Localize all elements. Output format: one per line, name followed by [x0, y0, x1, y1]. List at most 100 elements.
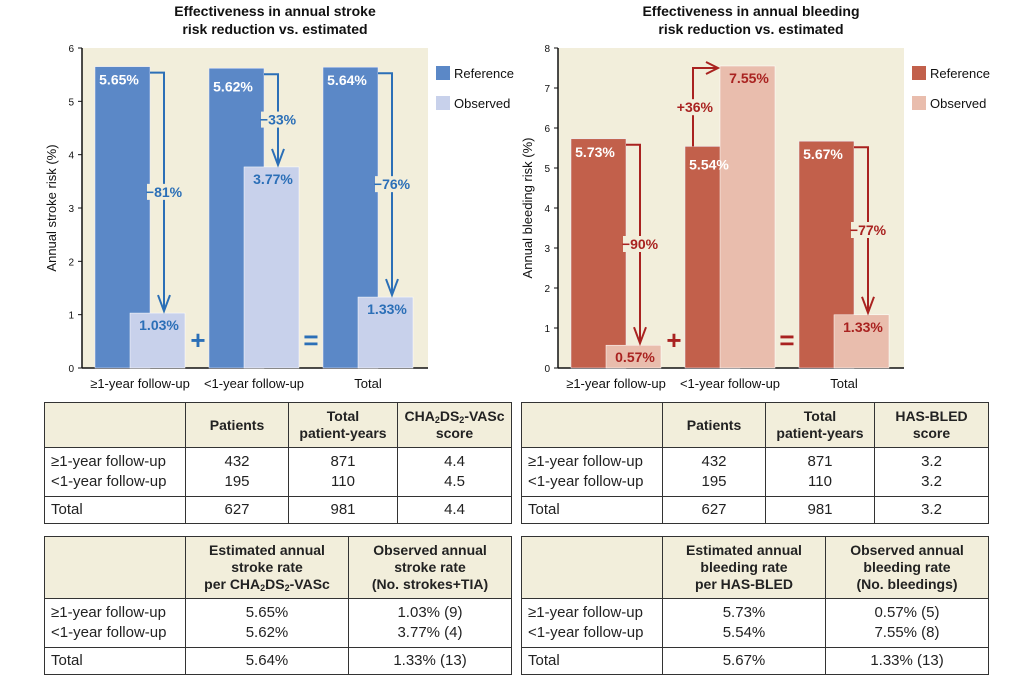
bar-observed — [129, 312, 186, 369]
change-label: −90% — [622, 236, 659, 252]
table-row: ≥1-year follow-up 432 871 3.2 — [521, 447, 989, 472]
equals-operator: = — [303, 325, 318, 355]
table-row: <1-year follow-up 5.54% 7.55% (8) — [521, 623, 989, 648]
change-label: +36% — [677, 99, 714, 115]
y-tick-label: 6 — [68, 44, 74, 55]
reference-value-label: 5.64% — [327, 72, 367, 88]
y-tick-label: 1 — [544, 324, 550, 335]
arrow-head-icon — [157, 294, 171, 314]
header-blank — [521, 402, 663, 448]
y-tick-label: 4 — [68, 151, 74, 162]
legend-label: Observed — [930, 96, 986, 111]
y-axis-label: Annual stroke risk (%) — [44, 144, 59, 271]
change-label-background — [147, 183, 181, 200]
bar-observed — [605, 344, 662, 369]
chart-title: Effectiveness in annual stroke — [174, 3, 376, 19]
change-arrow — [264, 73, 279, 165]
header-patients: Patients — [185, 402, 289, 448]
x-tick-label: ≥1-year follow-up — [566, 376, 666, 391]
x-tick-label: <1-year follow-up — [680, 376, 780, 391]
change-arrow — [150, 71, 165, 312]
change-label-background — [623, 236, 657, 252]
header-estimated-bleeding-rate: Estimated annual bleeding rate per HAS-BLE… — [662, 536, 826, 599]
bar-observed — [357, 296, 414, 369]
stroke-patients-table: Patients Total patient-years CHA2DS2-VASc… — [44, 402, 512, 524]
table-row-total: Total 5.64% 1.33% (13) — [44, 647, 512, 675]
y-tick-label: 4 — [544, 204, 550, 215]
arrow-head-icon — [633, 326, 647, 347]
arrow-head-icon — [271, 148, 285, 168]
header-blank — [44, 402, 186, 448]
reference-value-label: 5.62% — [213, 78, 253, 94]
legend-swatch — [436, 66, 450, 80]
x-tick-label: ≥1-year follow-up — [90, 376, 190, 391]
legend-label: Reference — [454, 66, 514, 81]
observed-value-label: 1.33% — [367, 301, 407, 317]
y-tick-label: 0 — [544, 364, 550, 375]
legend-swatch — [912, 96, 926, 110]
y-tick-label: 5 — [68, 97, 74, 108]
change-arrow — [378, 72, 393, 296]
bar-reference — [570, 138, 627, 369]
table-row-total: Total 627 981 4.4 — [44, 496, 512, 524]
header-observed-stroke-rate: Observed annual stroke rate (No. strokes+T… — [348, 536, 512, 599]
y-tick-label: 2 — [544, 284, 550, 295]
header-cha2ds2vasc-score: CHA2DS2-VASc score — [397, 402, 512, 448]
reference-value-label: 5.73% — [575, 144, 615, 160]
header-has-bled-score: HAS-BLED score — [874, 402, 989, 448]
reference-value-label: 5.67% — [803, 146, 843, 162]
change-label: −33% — [260, 112, 297, 128]
legend-label: Reference — [930, 66, 990, 81]
y-tick-label: 7 — [544, 84, 550, 95]
x-tick-label: <1-year follow-up — [204, 376, 304, 391]
change-label-background — [679, 99, 713, 116]
observed-value-label: 1.33% — [843, 319, 883, 335]
x-tick-label: Total — [354, 376, 382, 391]
legend-label: Observed — [454, 96, 510, 111]
header-observed-bleeding-rate: Observed annual bleeding rate (No. bleedin… — [825, 536, 989, 599]
chart-title: risk reduction vs. estimated — [182, 21, 367, 37]
table-row: ≥1-year follow-up 5.73% 0.57% (5) — [521, 598, 989, 623]
change-label-background — [851, 222, 885, 238]
table-row: ≥1-year follow-up 432 871 4.4 — [44, 447, 512, 472]
y-tick-label: 2 — [68, 257, 74, 268]
change-label: −81% — [146, 184, 183, 200]
reference-value-label: 5.54% — [689, 156, 729, 172]
change-arrow — [692, 67, 718, 147]
header-patient-years: Total patient-years — [288, 402, 398, 448]
observed-value-label: 7.55% — [729, 70, 769, 86]
bar-observed — [833, 314, 890, 369]
reference-value-label: 5.65% — [99, 72, 139, 88]
chart-title: Effectiveness in annual bleeding — [642, 3, 859, 19]
y-tick-label: 1 — [68, 311, 74, 322]
table-row: <1-year follow-up 195 110 3.2 — [521, 472, 989, 497]
bar-observed — [719, 65, 776, 369]
header-estimated-stroke-rate: Estimated annual stroke rate per CHA2DS2-V… — [185, 536, 349, 599]
bleeding-patients-table: Patients Total patient-years HAS-BLED scor… — [521, 402, 989, 524]
bar-observed — [243, 166, 300, 369]
table-row: <1-year follow-up 195 110 4.5 — [44, 472, 512, 497]
stroke-rates-table: Estimated annual stroke rate per CHA2DS2-V… — [44, 536, 512, 675]
change-label-background — [261, 111, 295, 128]
legend-swatch — [912, 66, 926, 80]
y-tick-label: 5 — [544, 164, 550, 175]
chart-title: risk reduction vs. estimated — [658, 21, 843, 37]
change-arrow — [854, 146, 869, 313]
bleeding-chart: Effectiveness in annual bleeding risk red… — [520, 3, 990, 391]
change-label: −77% — [850, 222, 887, 238]
table-row: <1-year follow-up 5.62% 3.77% (4) — [44, 623, 512, 648]
equals-operator: = — [779, 325, 794, 355]
table-row-total: Total 5.67% 1.33% (13) — [521, 647, 989, 675]
arrow-head-icon — [861, 296, 875, 316]
observed-value-label: 0.57% — [615, 349, 655, 365]
header-patient-years: Total patient-years — [765, 402, 875, 448]
observed-value-label: 3.77% — [253, 171, 293, 187]
bleeding-rates-table: Estimated annual bleeding rate per HAS-BLE… — [521, 536, 989, 675]
y-tick-label: 3 — [544, 244, 550, 255]
y-tick-label: 3 — [68, 204, 74, 215]
change-label-background — [375, 176, 409, 193]
header-blank — [521, 536, 663, 599]
x-tick-label: Total — [830, 376, 858, 391]
y-axis-label: Annual bleeding risk (%) — [520, 138, 535, 279]
